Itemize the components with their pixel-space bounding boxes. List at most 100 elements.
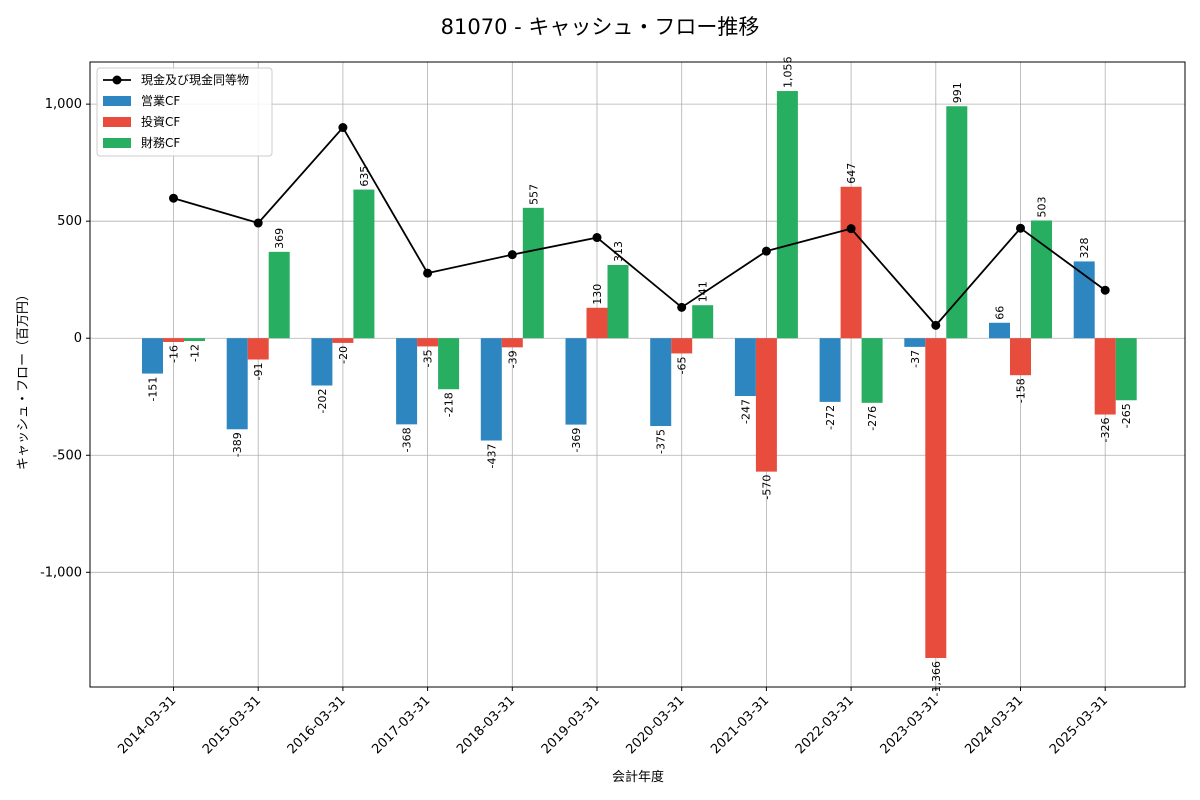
y-tick-label: -1,000 [40,565,82,580]
bar [1073,261,1095,339]
bar [671,338,693,354]
bar [353,189,375,339]
bar [607,264,629,339]
bar-value-label: 991 [951,82,964,103]
line-point [677,302,687,312]
bar-value-label: 66 [994,306,1007,320]
bar-value-label: 328 [1078,237,1091,258]
bar-value-label: -218 [443,392,456,417]
line-point [931,320,941,330]
bar-value-label: -37 [909,350,922,368]
bar [501,338,523,348]
bar-value-label: 369 [273,228,286,249]
bar [417,338,439,347]
bar [1031,220,1052,339]
bar-value-label: -35 [422,349,435,367]
bar-value-label: -20 [337,346,350,364]
bar [480,338,502,441]
line-point [846,224,856,234]
x-tick-label: 2022-03-31 [793,693,857,757]
y-tick-label: 1,000 [45,97,82,112]
bar [776,91,798,339]
bar-value-label: -39 [506,350,519,368]
bar [904,338,926,347]
line-point [169,193,178,203]
legend-bar-swatch [103,138,131,148]
bar-value-label: -247 [739,399,752,424]
line-point [423,268,433,278]
line-point [1016,223,1025,233]
x-tick-label: 2024-03-31 [962,693,1026,757]
bar [268,251,290,339]
line-point [592,233,602,243]
bar [650,338,672,426]
bar-value-label: -1,366 [930,661,943,696]
bar [438,338,460,390]
bar-value-label: 141 [697,281,710,302]
x-tick-label: 2023-03-31 [878,693,942,757]
line-layer [169,123,1110,330]
bar [332,338,354,343]
bar [819,338,841,402]
bar-value-label: -272 [824,405,837,430]
bar-value-label: 635 [358,166,371,187]
plot-frame [89,61,1186,688]
x-tick-label: 2017-03-31 [369,693,433,757]
x-tick-label: 2018-03-31 [454,693,518,757]
bar-value-label: -12 [189,344,202,362]
x-tick-label: 2025-03-31 [1047,693,1111,757]
bar [586,307,608,339]
bar-value-label: 313 [612,241,625,262]
bar [734,338,756,397]
bar-value-label: -369 [570,428,583,453]
line-point [761,246,771,256]
x-tick-label: 2014-03-31 [115,693,179,757]
bar-value-label: 1,056 [781,57,794,89]
bar-value-label: -151 [147,377,160,402]
bar [946,106,968,339]
bar-value-label: 647 [845,163,858,184]
bar [692,305,714,339]
bar-value-label: -265 [1120,403,1133,428]
x-tick-label: 2021-03-31 [708,693,772,757]
line-point [507,250,517,260]
x-tick-label: 2020-03-31 [623,693,687,757]
bar-value-label: -91 [252,363,265,381]
y-axis-label: キャッシュ・フロー（百万円） [16,288,31,470]
y-tick-label: 0 [74,331,82,346]
legend-bar-swatch [103,117,131,127]
x-tick-label: 2019-03-31 [539,693,603,757]
bar [565,338,587,425]
bar-value-label: -389 [231,432,244,457]
bar [861,338,883,403]
bar [311,338,333,386]
bar-value-label: -375 [655,429,668,454]
bar-value-label: -65 [676,356,689,374]
bar-value-label: -16 [168,345,181,363]
x-tick-label: 2016-03-31 [285,693,349,757]
bar-value-label: -326 [1099,418,1112,443]
bar [1010,338,1031,376]
legend-box [96,67,273,157]
bar-labels-layer: -151 -389 -202 -368 -437 -369 -375 -247 -272 -37 6… [147,57,1134,697]
bar [184,338,205,342]
bar-value-label: -202 [316,389,329,414]
bar [226,338,248,430]
bar [1094,338,1116,415]
y-tick-label: -500 [52,448,82,463]
bar [755,338,777,472]
legend-label: 投資CF [141,114,180,129]
bar-value-label: 130 [591,284,604,305]
bar-value-label: 557 [527,184,540,205]
bar-value-label: -276 [866,406,879,431]
legend-label: 財務CF [141,135,180,150]
legend-label: 営業CF [141,94,180,108]
bar-value-label: -570 [760,475,773,500]
bar-value-label: -437 [485,444,498,469]
line-point [253,218,263,228]
bar-value-label: -158 [1015,378,1028,403]
legend-label: 現金及び現金同等物 [141,72,249,87]
x-axis-label: 会計年度 [612,769,664,785]
